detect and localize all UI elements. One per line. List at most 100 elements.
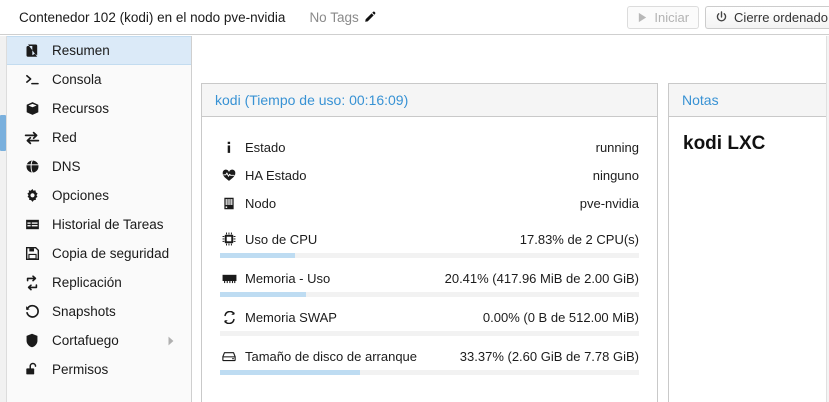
sidebar-item-red[interactable]: Red: [7, 123, 191, 152]
stat-value: ninguno: [592, 167, 639, 183]
meter-block-cpu: Uso de CPU 17.83% de 2 CPU(s): [220, 225, 639, 258]
unlock-icon: [22, 362, 42, 377]
sidebar-item-label: Snapshots: [52, 304, 116, 319]
stat-value: pve-nvidia: [579, 195, 639, 211]
heartbeat-icon: [220, 169, 238, 182]
cpu-meter-track: [220, 253, 639, 258]
sync-icon: [220, 310, 238, 324]
stat-value: 17.83% de 2 CPU(s): [519, 231, 639, 247]
play-icon: [637, 12, 648, 23]
info-icon: [220, 141, 238, 154]
stats-spacer: [220, 217, 639, 225]
sidebar-item-label: Permisos: [52, 362, 109, 377]
sidebar-item-copia-de-seguridad[interactable]: Copia de seguridad: [7, 239, 191, 268]
stat-row-memoria-swap: Memoria SWAP 0.00% (0 B de 512.00 MiB): [220, 303, 639, 331]
globe-icon: [22, 159, 42, 174]
meter-block-disco: Tamaño de disco de arranque 33.37% (2.60…: [220, 342, 639, 375]
chevron-right-icon[interactable]: [167, 336, 175, 346]
disk-meter-track: [220, 370, 639, 375]
start-button-label: Iniciar: [654, 10, 690, 25]
content-area: kodi (Tiempo de uso: 00:16:09) Estado ru…: [193, 36, 829, 402]
top-toolbar: Contenedor 102 (kodi) en el nodo pve-nvi…: [0, 0, 829, 35]
toolbar-actions: Iniciar Cierre ordenado: [627, 0, 829, 35]
stat-label: Memoria SWAP: [245, 309, 337, 325]
sidebar-item-resumen[interactable]: Resumen: [7, 36, 191, 65]
sidebar-item-label: Resumen: [52, 43, 110, 58]
notas-panel-body[interactable]: kodi LXC: [669, 117, 829, 171]
start-button[interactable]: Iniciar: [627, 6, 700, 29]
power-icon: [715, 11, 728, 24]
sidebar-item-label: Recursos: [52, 101, 110, 116]
stat-label: HA Estado: [245, 167, 307, 183]
sidebar-item-label: Replicación: [52, 275, 122, 290]
stat-row-tamano-de-disco: Tamaño de disco de arranque 33.37% (2.60…: [220, 342, 639, 370]
sidebar-item-cortafuego[interactable]: Cortafuego: [7, 326, 191, 355]
sidebar-item-replicacion[interactable]: Replicación: [7, 268, 191, 297]
shutdown-button-label: Cierre ordenado: [734, 10, 828, 25]
disk-meter-fill: [220, 370, 360, 375]
left-scrollbar-thumb[interactable]: [0, 115, 6, 151]
tags-label: No Tags: [309, 9, 359, 25]
history-icon: [22, 304, 42, 319]
stat-label: Uso de CPU: [245, 231, 318, 247]
stat-row-estado: Estado running: [220, 133, 639, 161]
exchange-icon: [22, 130, 42, 146]
stat-label: Memoria - Uso: [245, 270, 331, 286]
meter-block-memoria: Memoria - Uso 20.41% (417.96 MiB de 2.00…: [220, 264, 639, 297]
sidebar: Resumen Consola Recursos: [7, 36, 192, 402]
sidebar-item-opciones[interactable]: Opciones: [7, 181, 191, 210]
terminal-icon: [22, 72, 42, 87]
left-scrollbar[interactable]: [0, 36, 7, 402]
sidebar-item-dns[interactable]: DNS: [7, 152, 191, 181]
shutdown-button[interactable]: Cierre ordenado: [705, 6, 829, 29]
stat-value: 33.37% (2.60 GiB de 7.78 GiB): [459, 348, 639, 364]
hdd-icon: [220, 351, 238, 362]
cube-icon: [22, 101, 42, 116]
memory-meter-track: [220, 292, 639, 297]
cpu-meter-fill: [220, 253, 295, 258]
stat-row-uso-de-cpu: Uso de CPU 17.83% de 2 CPU(s): [220, 225, 639, 253]
stat-label: Tamaño de disco de arranque: [245, 348, 418, 364]
stat-value: running: [595, 139, 639, 155]
summary-panel-body: Estado running HA Estado ninguno: [202, 117, 657, 375]
stat-label: Nodo: [245, 195, 277, 211]
sidebar-item-label: Red: [52, 130, 77, 145]
gear-icon: [22, 188, 42, 203]
meter-block-swap: Memoria SWAP 0.00% (0 B de 512.00 MiB): [220, 303, 639, 336]
swap-meter-track: [220, 331, 639, 336]
summary-panel: kodi (Tiempo de uso: 00:16:09) Estado ru…: [201, 83, 658, 402]
sidebar-item-snapshots[interactable]: Snapshots: [7, 297, 191, 326]
stat-value: 0.00% (0 B de 512.00 MiB): [482, 309, 639, 325]
sidebar-item-label: DNS: [52, 159, 81, 174]
notas-content: kodi LXC: [683, 133, 766, 154]
right-scrollbar[interactable]: [826, 36, 829, 402]
book-icon: [22, 43, 42, 58]
stats-list: Estado running HA Estado ninguno: [202, 117, 657, 375]
tags-editor[interactable]: No Tags: [309, 9, 376, 25]
sidebar-item-label: Consola: [52, 72, 102, 87]
pencil-icon[interactable]: [363, 11, 376, 24]
save-icon: [22, 246, 42, 261]
stat-value: 20.41% (417.96 MiB de 2.00 GiB): [444, 270, 639, 286]
sidebar-item-label: Opciones: [52, 188, 110, 203]
sidebar-item-label: Historial de Tareas: [52, 217, 164, 232]
summary-panel-title: kodi (Tiempo de uso: 00:16:09): [202, 84, 657, 117]
stat-label: Estado: [245, 139, 286, 155]
stat-row-nodo: Nodo pve-nvidia: [220, 189, 639, 217]
sidebar-item-recursos[interactable]: Recursos: [7, 94, 191, 123]
memory-meter-fill: [220, 292, 306, 297]
memory-icon: [220, 272, 238, 284]
sidebar-item-label: Cortafuego: [52, 333, 119, 348]
sidebar-item-historial-de-tareas[interactable]: Historial de Tareas: [7, 210, 191, 239]
stat-row-memoria-uso: Memoria - Uso 20.41% (417.96 MiB de 2.00…: [220, 264, 639, 292]
shield-icon: [22, 333, 42, 348]
page-title: Contenedor 102 (kodi) en el nodo pve-nvi…: [19, 9, 286, 25]
sidebar-item-consola[interactable]: Consola: [7, 65, 191, 94]
sidebar-item-label: Copia de seguridad: [52, 246, 170, 261]
notas-panel-title: Notas: [669, 84, 829, 117]
microchip-icon: [220, 232, 238, 246]
sidebar-item-permisos[interactable]: Permisos: [7, 355, 191, 384]
server-icon: [220, 197, 238, 210]
retweet-icon: [22, 274, 42, 291]
